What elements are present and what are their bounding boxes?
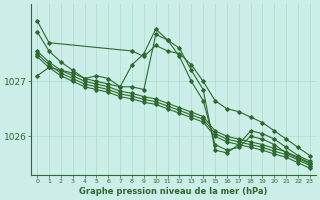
X-axis label: Graphe pression niveau de la mer (hPa): Graphe pression niveau de la mer (hPa) (79, 187, 268, 196)
